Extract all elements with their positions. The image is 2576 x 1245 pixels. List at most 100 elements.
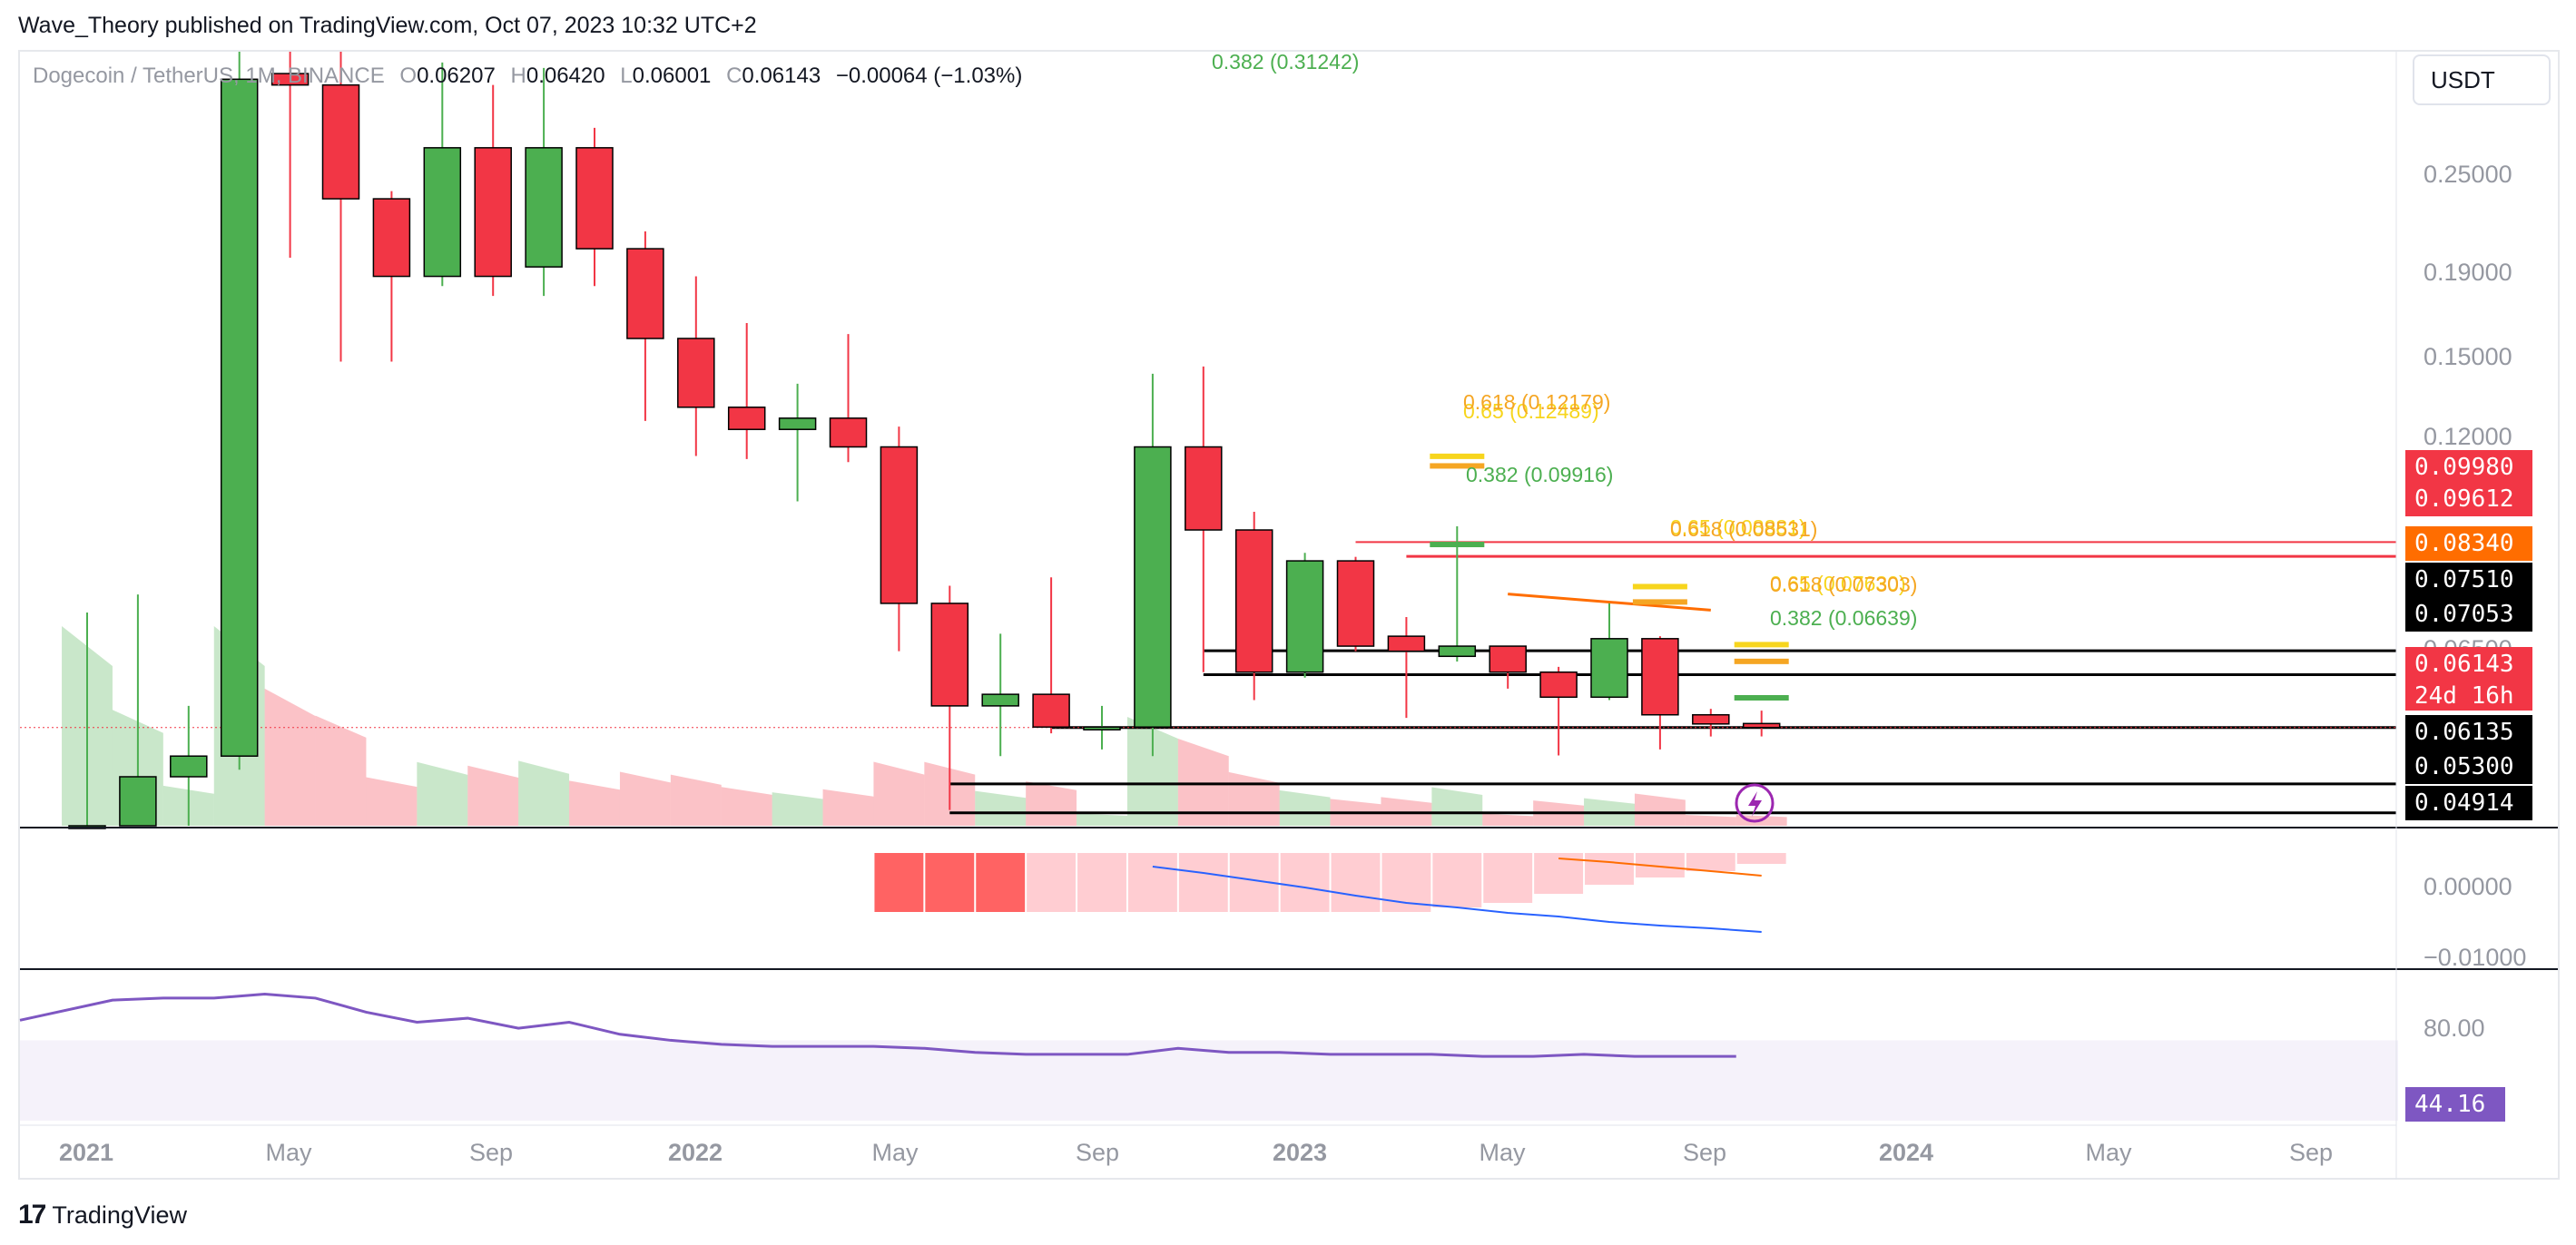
legend-low: 0.06001 — [632, 64, 712, 88]
time-axis-label: May — [2085, 1139, 2132, 1166]
legend-low-label: L — [620, 64, 633, 88]
macd-scale-tick: 0.00000 — [2424, 873, 2512, 900]
price-axis-label: 0.07510 — [2405, 563, 2532, 597]
time-axis-label: 2024 — [1878, 1139, 1934, 1166]
volume-area-segment — [1126, 716, 1178, 826]
tradingview-footer[interactable]: 17 TradingView — [18, 1200, 187, 1230]
time-axis-label: Sep — [468, 1139, 514, 1166]
footer-brand: TradingView — [52, 1201, 187, 1229]
fib-annotation-label: 0.65 (0.08881) — [1670, 515, 1806, 539]
candle-body — [1590, 638, 1628, 699]
volume-area-segment — [1026, 781, 1077, 826]
candle-body — [575, 147, 614, 250]
price-axis-label: 0.09980 — [2405, 450, 2532, 485]
volume-area-segment — [1482, 813, 1534, 826]
candles — [68, 52, 1781, 829]
price-axis-label: 0.06143 24d 16h — [2405, 647, 2532, 711]
legend-close-label: C — [726, 64, 742, 88]
candle-body — [525, 147, 563, 268]
macd-histogram-bar — [1736, 853, 1786, 864]
volume-area-segment — [1685, 815, 1736, 826]
volume-area-segment — [670, 774, 722, 826]
candle-body — [1134, 446, 1172, 728]
candle-body — [321, 83, 360, 200]
candle-body — [829, 417, 868, 448]
volume-area-segment — [417, 761, 468, 826]
fib-annotation-label: 0.618 (0.08531) — [1670, 517, 1818, 541]
time-axis-label: 2022 — [667, 1139, 723, 1166]
legend-symbol[interactable]: Dogecoin / TetherUS, 1M, BINANCE — [33, 64, 385, 88]
fib-annotation-label: 0.65 (0.07630) — [1770, 572, 1906, 595]
time-axis-label: May — [871, 1139, 919, 1166]
fib-marker-bar — [1430, 542, 1485, 548]
volume-area-segment — [1279, 789, 1331, 826]
volume-area-segment — [975, 790, 1027, 826]
macd-histogram-bar — [1585, 853, 1634, 885]
macd-scale-tick: −0.01000 — [2424, 944, 2527, 971]
ema-orange-line — [1508, 593, 1711, 612]
volume-area-segment — [467, 765, 519, 826]
volume-area-segment — [1431, 787, 1483, 826]
volume-area-segment — [1228, 771, 1280, 826]
volume-profile — [62, 626, 1787, 826]
volume-area-segment — [721, 787, 772, 826]
candle-body — [474, 147, 512, 278]
fib-annotation-label: 0.618 (0.12179) — [1463, 390, 1611, 414]
price-scale-tick: 0.15000 — [2424, 343, 2512, 370]
candle-body — [1539, 671, 1578, 699]
price-scale-tick: 0.19000 — [2424, 259, 2512, 286]
time-axis-label: Sep — [1682, 1139, 1727, 1166]
tradingview-logo-icon: 17 — [18, 1200, 46, 1230]
macd-histogram-bar — [976, 853, 1026, 912]
macd-histogram-bar — [1027, 853, 1077, 912]
fib-annotation-label: 0.382 (0.09916) — [1466, 463, 1614, 486]
candle-body — [1692, 713, 1730, 725]
fib-marker-bar — [1734, 642, 1789, 648]
rsi-band — [20, 1040, 2398, 1121]
price-axis-label: 0.04914 — [2405, 786, 2532, 820]
time-axis-label: May — [1479, 1139, 1526, 1166]
candle-body — [981, 693, 1019, 707]
candle-body — [1489, 645, 1527, 673]
legend-open: 0.06207 — [417, 64, 496, 88]
candle-body — [1336, 560, 1375, 647]
rsi-value-label: 44.16 — [2405, 1087, 2505, 1122]
candle-body — [220, 78, 259, 757]
macd-histogram-bar — [1280, 853, 1330, 912]
macd-line — [1152, 866, 1762, 933]
candle-body — [170, 755, 208, 778]
publisher-header: Wave_Theory published on TradingView.com… — [18, 13, 757, 38]
macd-histogram-bar — [925, 853, 975, 912]
countdown-label: 24d 16h — [2414, 682, 2514, 710]
fib-marker-bar — [1632, 599, 1687, 605]
volume-area-segment — [569, 780, 620, 826]
macd-histogram-bar — [874, 853, 924, 912]
price-axis-label: 0.08340 — [2405, 526, 2532, 561]
time-axis-label: Sep — [1075, 1139, 1120, 1166]
legend-high-label: H — [510, 64, 526, 88]
volume-area-segment — [1381, 797, 1432, 826]
candle-body — [1438, 645, 1477, 658]
fib-markers — [1430, 453, 1789, 701]
macd-histogram-bar — [1432, 853, 1482, 907]
symbol-legend: Dogecoin / TetherUS, 1M, BINANCE O0.0620… — [33, 64, 1022, 89]
price-axis-label: 0.06135 — [2405, 715, 2532, 750]
volume-area-segment — [518, 760, 570, 826]
candle-body — [1742, 722, 1781, 729]
fib-annotation-label: 0.382 (0.31242) — [1212, 50, 1360, 74]
price-axis-label: 0.05300 — [2405, 750, 2532, 784]
volume-area-segment — [366, 777, 418, 826]
macd-histogram-bar — [1686, 853, 1735, 871]
legend-close: 0.06143 — [742, 64, 821, 88]
currency-unit-selector[interactable]: USDT — [2413, 54, 2551, 105]
time-axis-label: Sep — [2288, 1139, 2334, 1166]
chart-frame — [18, 50, 2560, 1180]
fib-marker-bar — [1632, 583, 1687, 590]
candle-body — [727, 407, 766, 430]
fib-annotation-label: 0.382 (0.06639) — [1770, 606, 1918, 630]
candle-body — [1285, 560, 1324, 673]
time-axis-label: 2021 — [58, 1139, 114, 1166]
time-axis-label: May — [265, 1139, 312, 1166]
macd-histogram-bar — [1483, 853, 1533, 903]
